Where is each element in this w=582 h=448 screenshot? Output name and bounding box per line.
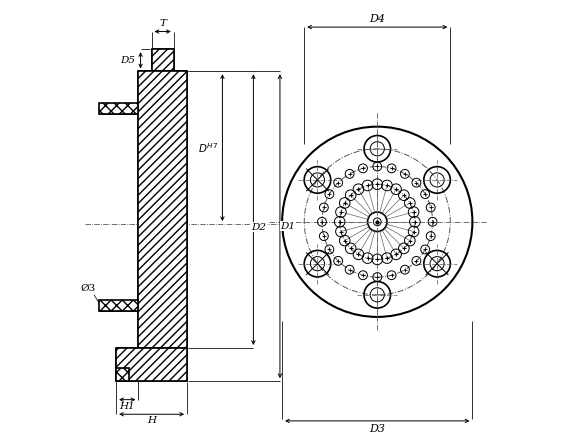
Text: $D^{H7}$: $D^{H7}$ <box>198 141 218 155</box>
Text: D3: D3 <box>369 424 385 434</box>
Text: D4: D4 <box>369 14 385 24</box>
Text: D1: D1 <box>281 222 296 231</box>
Polygon shape <box>98 300 139 311</box>
Polygon shape <box>139 71 187 348</box>
Polygon shape <box>152 49 174 71</box>
Text: T: T <box>159 19 166 28</box>
Polygon shape <box>98 103 139 115</box>
Polygon shape <box>116 348 187 381</box>
Text: Ø3: Ø3 <box>81 284 96 293</box>
Text: H: H <box>147 416 156 426</box>
Polygon shape <box>116 368 129 381</box>
Text: H1: H1 <box>119 402 135 411</box>
Text: D2: D2 <box>251 223 267 232</box>
Text: D5: D5 <box>120 56 135 65</box>
